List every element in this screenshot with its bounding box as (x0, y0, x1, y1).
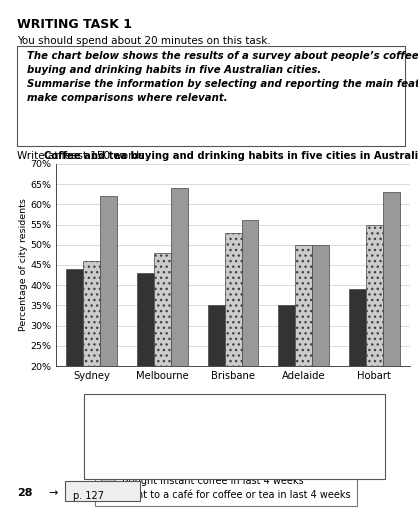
Text: →: → (48, 487, 57, 498)
Bar (171, 188, 188, 447)
Bar (208, 305, 224, 447)
Bar (83, 261, 100, 447)
Bar (278, 305, 295, 447)
Text: p. 127: p. 127 (73, 491, 104, 501)
Bar (295, 245, 312, 447)
Text: Write at least 150 words.: Write at least 150 words. (17, 151, 148, 161)
Text: Summarise the information by selecting and reporting the main features, and
make: Summarise the information by selecting a… (27, 79, 418, 103)
Bar (137, 273, 154, 447)
Y-axis label: Percentage of city residents: Percentage of city residents (19, 199, 28, 331)
Text: WRITING TASK 1: WRITING TASK 1 (17, 18, 132, 31)
Text: You should spend about 20 minutes on this task.: You should spend about 20 minutes on thi… (17, 36, 270, 46)
Text: The chart below shows the results of a survey about people’s coffee and tea
buyi: The chart below shows the results of a s… (27, 51, 418, 75)
Bar (154, 253, 171, 447)
Legend: Bought fresh coffee in last 4 weeks, Bought instant coffee in last 4 weeks, Went: Bought fresh coffee in last 4 weeks, Bou… (95, 456, 357, 506)
Bar (383, 192, 400, 447)
Bar (100, 196, 117, 447)
Bar (66, 269, 83, 447)
Bar (224, 232, 242, 447)
Bar (242, 221, 258, 447)
Text: Coffee and tea buying and drinking habits in five cities in Australia: Coffee and tea buying and drinking habit… (43, 151, 418, 161)
Text: 28: 28 (17, 487, 32, 498)
Bar (349, 289, 366, 447)
Bar (366, 225, 383, 447)
Bar (312, 245, 329, 447)
